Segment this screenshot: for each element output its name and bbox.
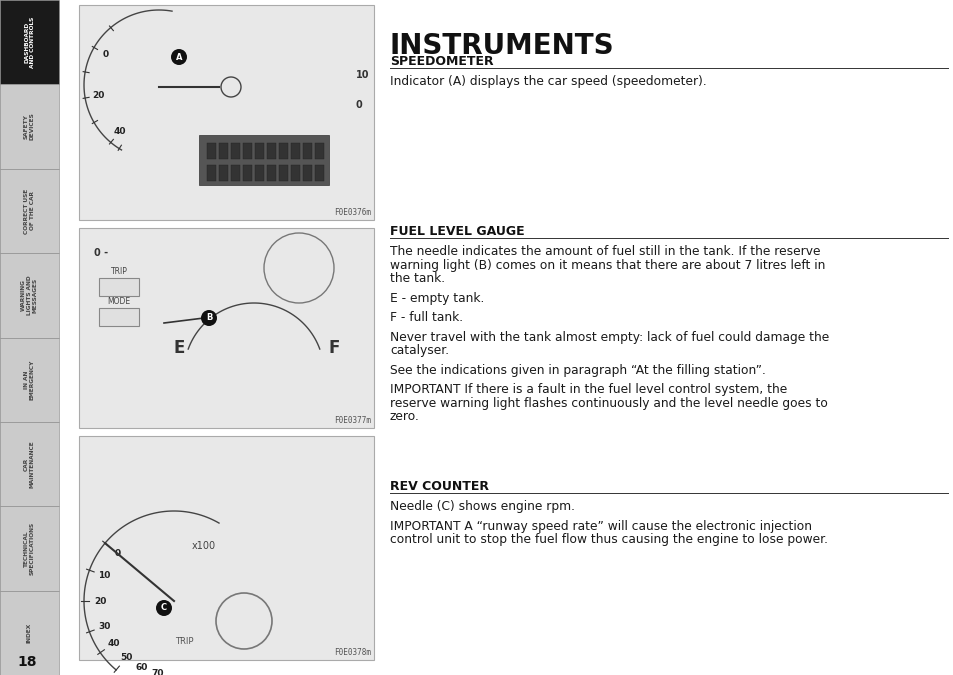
Bar xyxy=(0,0,59,675)
Bar xyxy=(243,143,252,159)
Text: WARNING
LIGHTS AND
MESSAGES: WARNING LIGHTS AND MESSAGES xyxy=(21,275,38,315)
Bar xyxy=(0,0,59,84)
Bar xyxy=(278,165,288,181)
Text: DASHBOARD
AND CONTROLS: DASHBOARD AND CONTROLS xyxy=(24,17,35,68)
Bar xyxy=(207,143,215,159)
Text: 50: 50 xyxy=(120,653,132,662)
Bar xyxy=(243,165,252,181)
Text: control unit to stop the fuel flow thus causing the engine to lose power.: control unit to stop the fuel flow thus … xyxy=(390,533,827,546)
Text: B: B xyxy=(206,313,212,323)
Text: FUEL LEVEL GAUGE: FUEL LEVEL GAUGE xyxy=(390,225,524,238)
Circle shape xyxy=(171,49,187,65)
Text: A: A xyxy=(175,53,182,61)
Bar xyxy=(0,338,59,422)
Bar xyxy=(0,169,59,253)
Text: warning light (B) comes on it means that there are about 7 litres left in: warning light (B) comes on it means that… xyxy=(390,259,824,271)
Bar xyxy=(207,165,215,181)
Bar xyxy=(278,143,288,159)
Text: CAR
MAINTENANCE: CAR MAINTENANCE xyxy=(24,440,35,488)
Text: MODE: MODE xyxy=(108,297,131,306)
Text: Never travel with the tank almost empty: lack of fuel could damage the: Never travel with the tank almost empty:… xyxy=(390,331,828,344)
Bar xyxy=(79,5,374,220)
Bar xyxy=(231,143,240,159)
Bar xyxy=(0,422,59,506)
Text: 40: 40 xyxy=(113,127,126,136)
Text: F - full tank.: F - full tank. xyxy=(390,311,462,324)
Bar xyxy=(0,591,59,675)
Text: REV COUNTER: REV COUNTER xyxy=(390,480,489,493)
Text: SPEEDOMETER: SPEEDOMETER xyxy=(390,55,493,68)
Text: x100: x100 xyxy=(192,541,215,551)
Text: C: C xyxy=(161,603,167,612)
Text: CORRECT USE
OF THE CAR: CORRECT USE OF THE CAR xyxy=(24,188,35,234)
Text: 40: 40 xyxy=(107,639,119,648)
Text: 30: 30 xyxy=(98,622,111,631)
Text: Needle (C) shows engine rpm.: Needle (C) shows engine rpm. xyxy=(390,500,575,513)
Text: the tank.: the tank. xyxy=(390,272,445,285)
Bar xyxy=(99,278,139,296)
Circle shape xyxy=(156,600,172,616)
Bar xyxy=(314,165,324,181)
Text: F: F xyxy=(328,339,339,357)
Text: The needle indicates the amount of fuel still in the tank. If the reserve: The needle indicates the amount of fuel … xyxy=(390,245,820,258)
Circle shape xyxy=(201,310,216,326)
Bar xyxy=(254,143,264,159)
Text: IMPORTANT A “runway speed rate” will cause the electronic injection: IMPORTANT A “runway speed rate” will cau… xyxy=(390,520,811,533)
Text: IN AN
EMERGENCY: IN AN EMERGENCY xyxy=(24,360,35,400)
Text: 10: 10 xyxy=(355,70,369,80)
Text: 10: 10 xyxy=(98,571,111,580)
Bar xyxy=(291,143,299,159)
Text: catalyser.: catalyser. xyxy=(390,344,449,357)
Text: 0 -: 0 - xyxy=(94,248,108,258)
Text: IMPORTANT If there is a fault in the fuel level control system, the: IMPORTANT If there is a fault in the fue… xyxy=(390,383,786,396)
Text: INDEX: INDEX xyxy=(27,622,32,643)
Text: F0E0378m: F0E0378m xyxy=(334,648,371,657)
Text: TECHNICAL
SPECIFICATIONS: TECHNICAL SPECIFICATIONS xyxy=(24,522,35,575)
Text: 20: 20 xyxy=(93,597,106,605)
Text: Indicator (A) displays the car speed (speedometer).: Indicator (A) displays the car speed (sp… xyxy=(390,75,706,88)
Text: See the indications given in paragraph “At the filling station”.: See the indications given in paragraph “… xyxy=(390,364,765,377)
Bar xyxy=(79,436,374,660)
Bar xyxy=(99,308,139,326)
Bar xyxy=(314,143,324,159)
Bar xyxy=(267,165,275,181)
Text: TRIP: TRIP xyxy=(174,637,193,647)
Text: 0: 0 xyxy=(355,100,362,110)
Bar xyxy=(199,135,329,185)
Text: TRIP: TRIP xyxy=(111,267,128,276)
Bar xyxy=(254,165,264,181)
Text: reserve warning light flashes continuously and the level needle goes to: reserve warning light flashes continuous… xyxy=(390,397,827,410)
Bar xyxy=(219,143,228,159)
Text: SAFETY
DEVICES: SAFETY DEVICES xyxy=(24,113,35,140)
Bar xyxy=(79,228,374,428)
Text: zero.: zero. xyxy=(390,410,419,423)
Bar xyxy=(291,165,299,181)
Text: 60: 60 xyxy=(135,663,148,672)
Bar xyxy=(0,253,59,338)
Bar xyxy=(0,506,59,591)
Bar xyxy=(303,143,312,159)
Bar xyxy=(231,165,240,181)
Text: F0E0377m: F0E0377m xyxy=(334,416,371,425)
Bar xyxy=(303,165,312,181)
Text: 0: 0 xyxy=(103,50,110,59)
Text: INSTRUMENTS: INSTRUMENTS xyxy=(390,32,614,60)
Text: 18: 18 xyxy=(18,655,37,669)
Text: 20: 20 xyxy=(92,91,105,100)
Bar xyxy=(0,84,59,169)
Bar xyxy=(219,165,228,181)
Text: E - empty tank.: E - empty tank. xyxy=(390,292,484,304)
Text: 0: 0 xyxy=(114,549,120,558)
Bar xyxy=(267,143,275,159)
Text: 70: 70 xyxy=(151,669,163,675)
Text: E: E xyxy=(173,339,185,357)
Text: F0E0376m: F0E0376m xyxy=(334,208,371,217)
